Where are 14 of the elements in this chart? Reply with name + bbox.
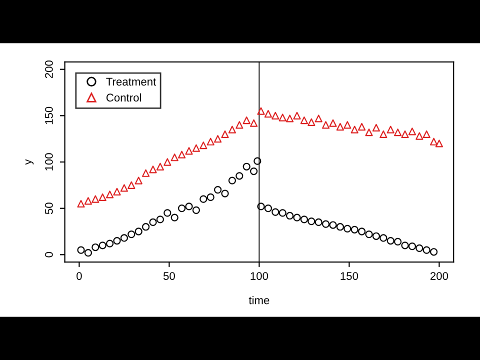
x-tick-label: 0 bbox=[76, 272, 82, 280]
x-axis-title: time bbox=[248, 296, 270, 304]
x-tick-label: 150 bbox=[340, 272, 358, 280]
y-tick-label: 150 bbox=[45, 106, 53, 124]
x-tick-label: 50 bbox=[163, 272, 175, 280]
x-tick-label: 200 bbox=[430, 272, 448, 280]
y-tick-label: 100 bbox=[45, 153, 53, 170]
y-tick-label: 200 bbox=[45, 60, 53, 78]
x-tick-label: 100 bbox=[250, 272, 268, 280]
y-tick-label: 0 bbox=[45, 252, 53, 258]
y-tick-label: 50 bbox=[45, 202, 53, 214]
legend-label: Treatment bbox=[106, 78, 156, 86]
legend-label: Control bbox=[106, 93, 141, 102]
y-axis-title: y bbox=[25, 159, 34, 165]
